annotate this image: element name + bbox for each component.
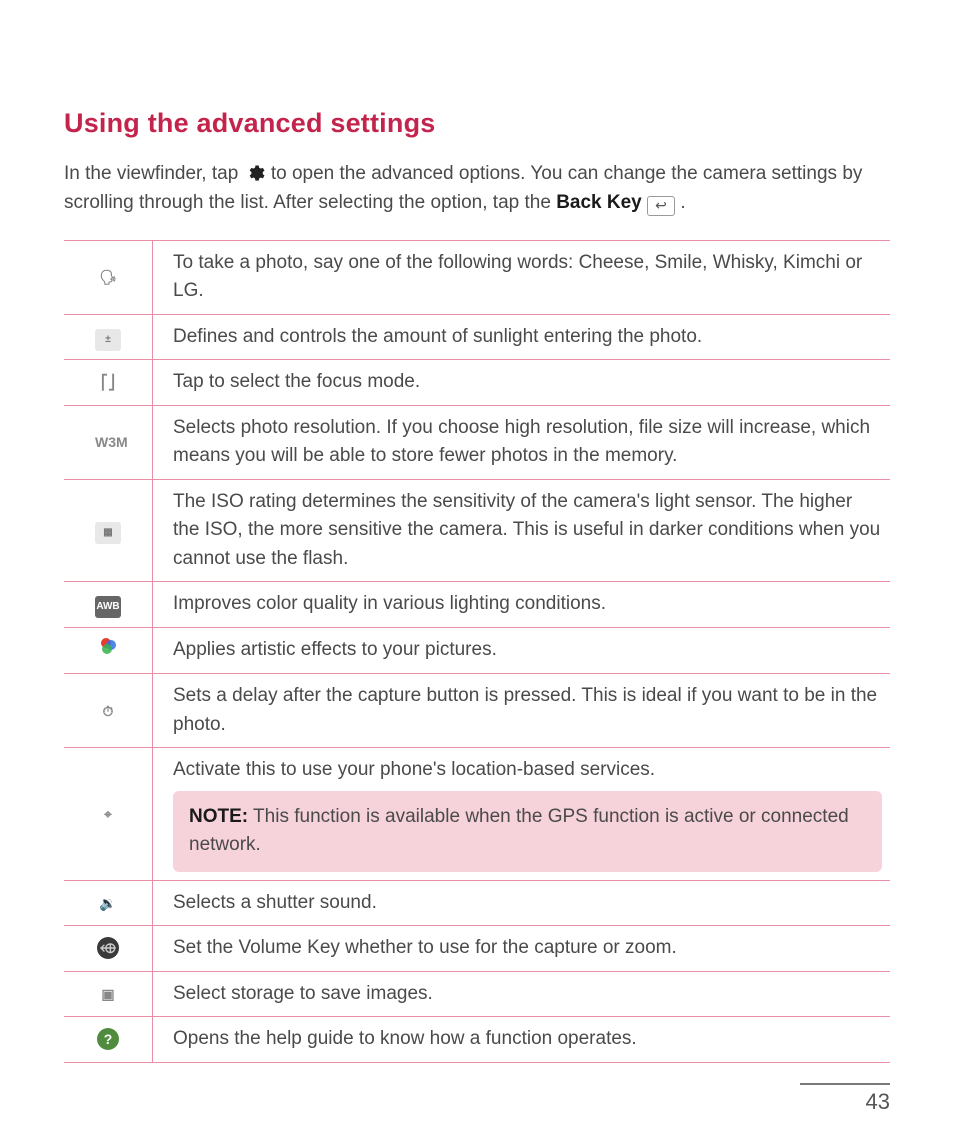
description-text: Sets a delay after the capture button is… — [173, 685, 877, 735]
description-text: Selects a shutter sound. — [173, 892, 377, 913]
storage-icon: ▣ — [95, 983, 121, 1005]
page-number: 43 — [800, 1089, 890, 1115]
description-text: Select storage to save images. — [173, 983, 433, 1004]
geotag-icon: ⌖ — [95, 803, 121, 825]
voice-shutter-icon: 🗣 — [95, 266, 121, 288]
description-cell: Applies artistic effects to your picture… — [153, 627, 891, 674]
icon-cell: ⌖ — [64, 748, 153, 881]
icon-cell: ⎡⎦ — [64, 360, 153, 406]
table-row: AWB Improves color quality in various lig… — [64, 582, 890, 628]
intro-paragraph: In the viewfinder, tap to open the advan… — [64, 159, 890, 218]
table-row: 🔉 Selects a shutter sound. — [64, 880, 890, 926]
icon-cell: ⏱ — [64, 674, 153, 748]
note-label: NOTE: — [189, 806, 248, 827]
shutter-sound-icon: 🔉 — [95, 892, 121, 914]
description-text: Defines and controls the amount of sunli… — [173, 326, 702, 347]
description-cell: Improves color quality in various lighti… — [153, 582, 891, 628]
description-text: Activate this to use your phone's locati… — [173, 759, 655, 780]
note-box: NOTE: This function is available when th… — [173, 791, 882, 872]
description-text: Tap to select the focus mode. — [173, 371, 420, 392]
description-text: Improves color quality in various lighti… — [173, 593, 606, 614]
volume-key-icon: ⬲ — [97, 937, 119, 959]
icon-cell: ⬲ — [64, 926, 153, 972]
description-cell: Selects a shutter sound. — [153, 880, 891, 926]
icon-cell: ? — [64, 1017, 153, 1063]
intro-text-3: . — [680, 192, 685, 213]
icon-cell: 🗣 — [64, 240, 153, 314]
description-cell: Selects photo resolution. If you choose … — [153, 405, 891, 479]
table-row: ⏱ Sets a delay after the capture button i… — [64, 674, 890, 748]
page-footer: 43 — [800, 1083, 890, 1115]
description-text: Selects photo resolution. If you choose … — [173, 417, 870, 467]
description-cell: Sets a delay after the capture button is… — [153, 674, 891, 748]
icon-cell: ± — [64, 314, 153, 360]
icon-cell: W3M — [64, 405, 153, 479]
table-row: ± Defines and controls the amount of sunl… — [64, 314, 890, 360]
gear-icon — [244, 163, 266, 185]
icon-cell — [64, 627, 153, 674]
icon-cell: ▦ — [64, 479, 153, 582]
iso-icon: ▦ — [95, 522, 121, 544]
description-text: Applies artistic effects to your picture… — [173, 639, 497, 660]
timer-icon: ⏱ — [95, 700, 121, 722]
color-effect-icon — [95, 636, 121, 658]
exposure-icon: ± — [95, 329, 121, 351]
table-row: ? Opens the help guide to know how a func… — [64, 1017, 890, 1063]
description-cell: To take a photo, say one of the followin… — [153, 240, 891, 314]
table-row: Applies artistic effects to your picture… — [64, 627, 890, 674]
description-cell: Tap to select the focus mode. — [153, 360, 891, 406]
description-cell: Defines and controls the amount of sunli… — [153, 314, 891, 360]
icon-cell: AWB — [64, 582, 153, 628]
description-cell: Activate this to use your phone's locati… — [153, 748, 891, 881]
description-text: Set the Volume Key whether to use for th… — [173, 937, 677, 958]
description-text: To take a photo, say one of the followin… — [173, 252, 862, 302]
description-text: Opens the help guide to know how a funct… — [173, 1028, 637, 1049]
icon-cell: 🔉 — [64, 880, 153, 926]
resolution-icon: W3M — [95, 431, 121, 453]
description-cell: Set the Volume Key whether to use for th… — [153, 926, 891, 972]
note-text: This function is available when the GPS … — [189, 806, 849, 856]
focus-mode-icon: ⎡⎦ — [95, 371, 121, 393]
icon-cell: ▣ — [64, 971, 153, 1017]
back-key-label: Back Key — [556, 192, 642, 213]
description-cell: Select storage to save images. — [153, 971, 891, 1017]
description-text: The ISO rating determines the sensitivit… — [173, 491, 880, 569]
description-cell: Opens the help guide to know how a funct… — [153, 1017, 891, 1063]
table-row: W3M Selects photo resolution. If you choo… — [64, 405, 890, 479]
table-row: ⌖ Activate this to use your phone's locat… — [64, 748, 890, 881]
help-icon: ? — [97, 1028, 119, 1050]
section-heading: Using the advanced settings — [64, 108, 890, 139]
table-row: 🗣 To take a photo, say one of the followi… — [64, 240, 890, 314]
table-row: ▣ Select storage to save images. — [64, 971, 890, 1017]
white-balance-icon: AWB — [95, 596, 121, 618]
table-row: ⬲ Set the Volume Key whether to use for t… — [64, 926, 890, 972]
footer-rule — [800, 1083, 890, 1085]
intro-text-1: In the viewfinder, tap — [64, 163, 244, 184]
back-key-icon: ↩ — [647, 196, 675, 216]
settings-table: 🗣 To take a photo, say one of the followi… — [64, 240, 890, 1063]
manual-page: Using the advanced settings In the viewf… — [0, 0, 954, 1145]
table-row: ▦ The ISO rating determines the sensitivi… — [64, 479, 890, 582]
table-row: ⎡⎦ Tap to select the focus mode. — [64, 360, 890, 406]
description-cell: The ISO rating determines the sensitivit… — [153, 479, 891, 582]
